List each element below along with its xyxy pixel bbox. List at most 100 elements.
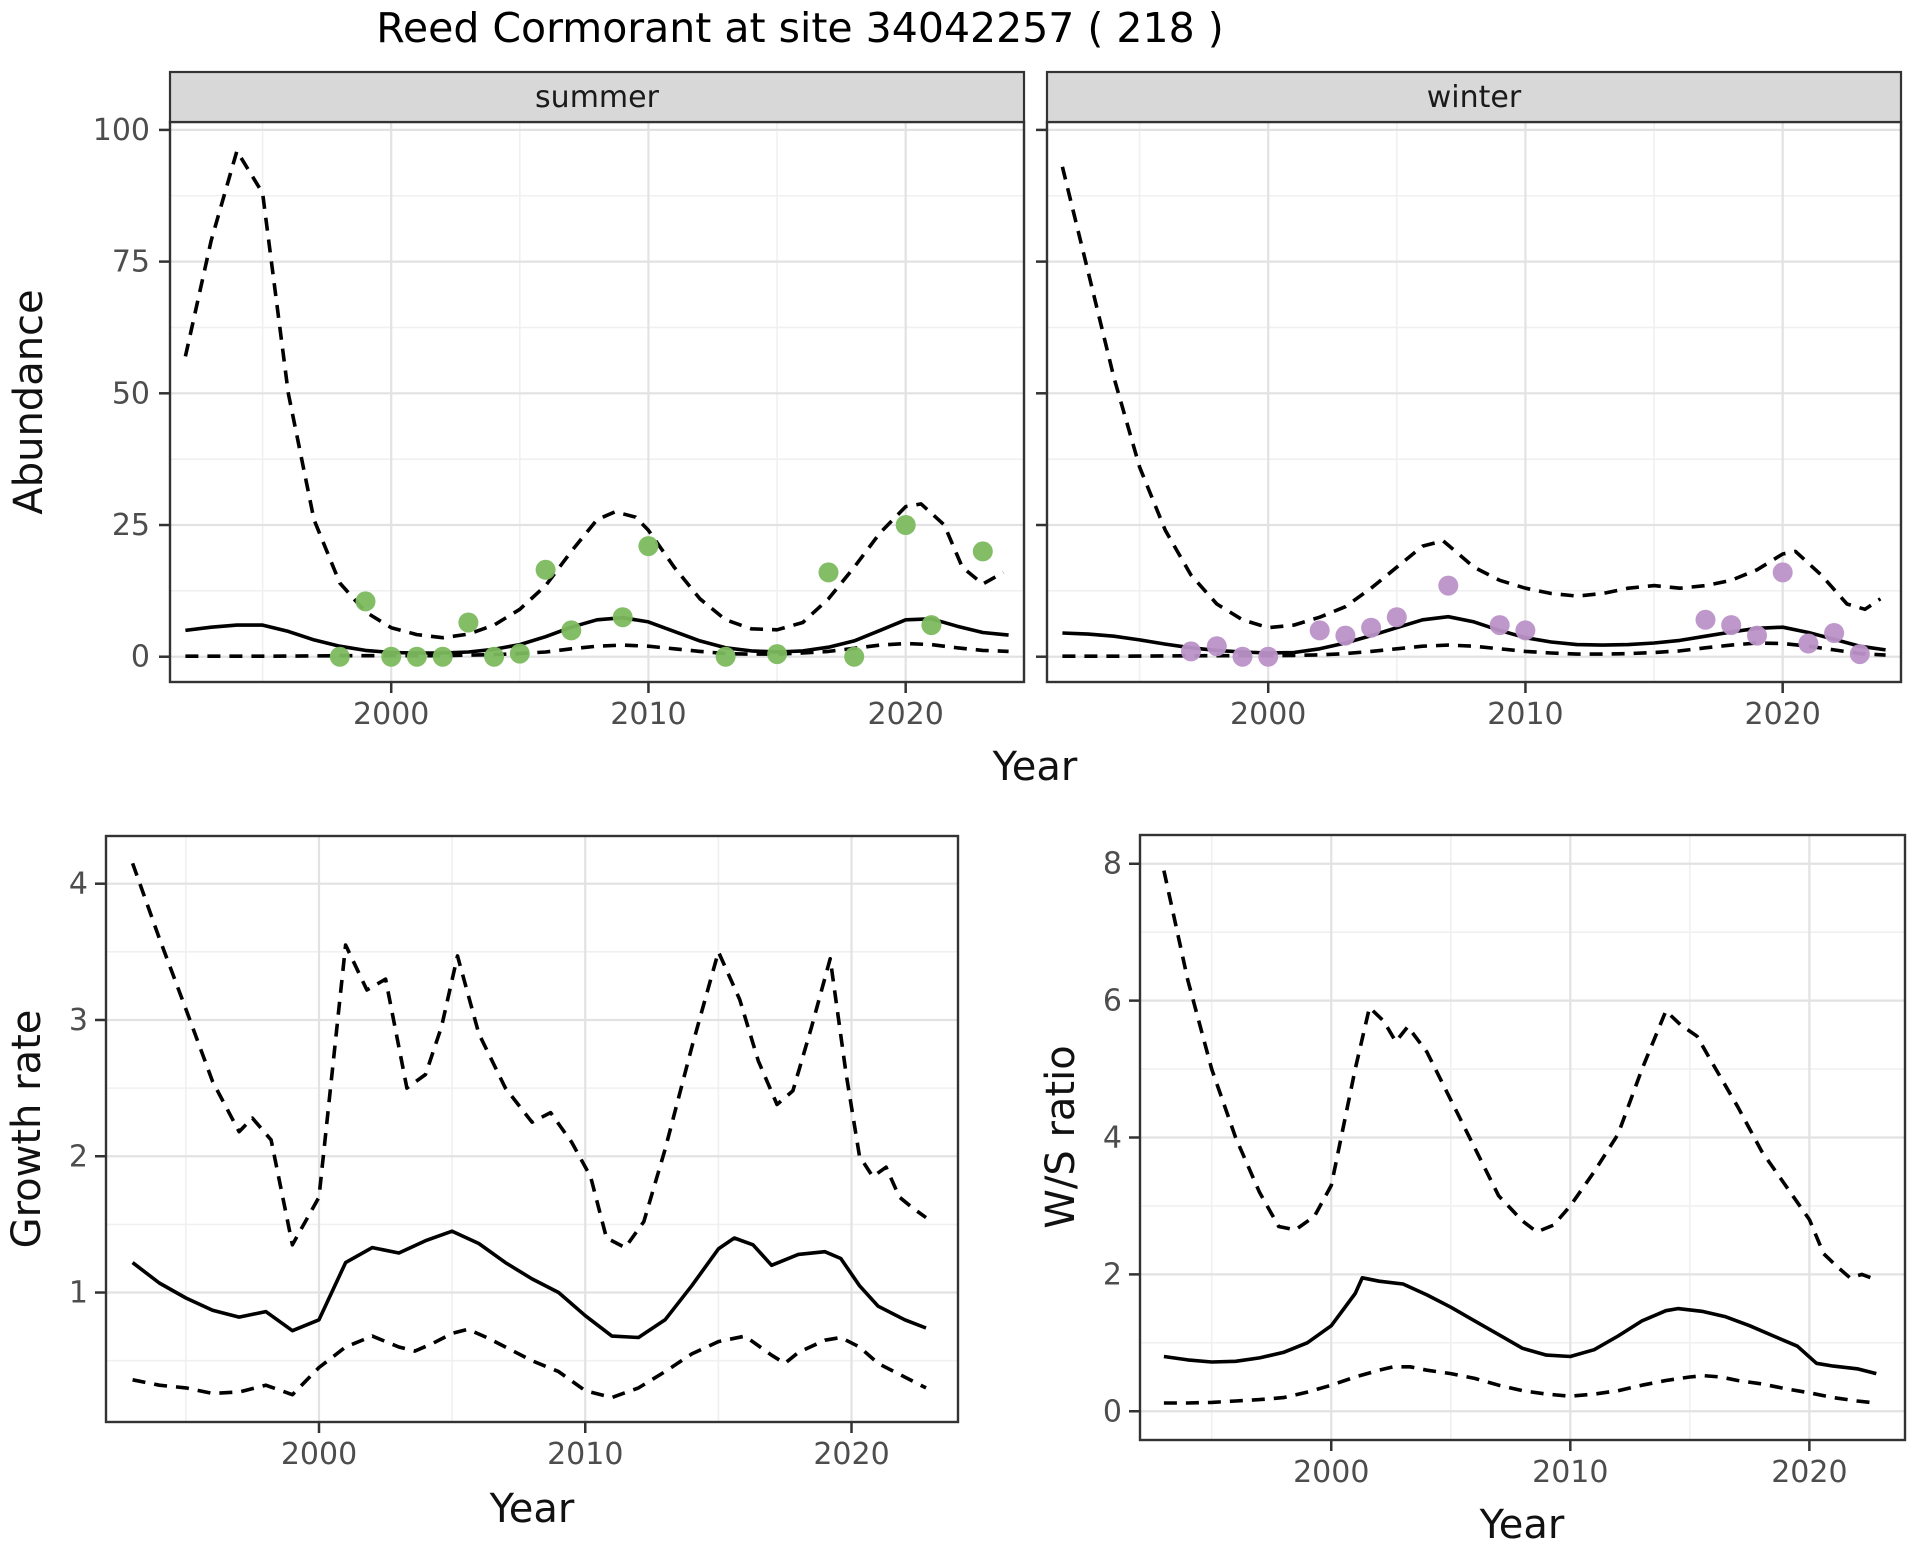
- figure-title: Reed Cormorant at site 34042257 ( 218 ): [376, 4, 1224, 52]
- panel-abundance_summer: summer 2000 2010 2020 0 25 50 75 100: [93, 70, 1026, 732]
- observation-point: [818, 562, 839, 583]
- y-tick-label: 8: [1103, 847, 1122, 882]
- x-axis-title: Year: [1479, 1502, 1565, 1548]
- facet-strip-label: summer: [535, 80, 660, 115]
- x-tick-label: 2000: [1293, 1455, 1369, 1490]
- observation-point: [1849, 644, 1870, 665]
- facet-strip: [1045, 70, 1903, 124]
- observation-point: [638, 536, 659, 557]
- observation-point: [509, 643, 530, 664]
- ws_ratio-lower_ci-line: [1163, 1365, 1877, 1405]
- observation-point: [1824, 623, 1845, 643]
- y-tick-label: 25: [112, 508, 150, 543]
- series-ws_ratio: [1162, 870, 1877, 1405]
- observation-point: [1386, 607, 1407, 628]
- abundance-x-axis-title: Year: [992, 744, 1078, 790]
- x-axis-title: Year: [489, 1486, 575, 1532]
- observation-point: [1181, 641, 1201, 662]
- panel-border: [168, 120, 1026, 684]
- series-abundance_summer: [183, 149, 1009, 659]
- abundance_summer-observation-points: [329, 515, 993, 667]
- observation-point: [1489, 615, 1510, 636]
- x-tick-label: 2000: [1230, 697, 1306, 732]
- y-tick-label: 100: [93, 113, 150, 148]
- abundance_summer-upper_ci-line: [183, 149, 1005, 640]
- observation-point: [612, 607, 633, 628]
- observation-point: [535, 559, 556, 580]
- observation-point: [921, 615, 942, 636]
- x-tick-label: 2000: [353, 697, 429, 732]
- y-axis-title: Growth rate: [4, 1010, 50, 1249]
- y-tick-label: 2: [69, 1139, 88, 1174]
- y-tick-label: 4: [1103, 1121, 1122, 1156]
- y-tick-label: 2: [1103, 1257, 1122, 1292]
- abundance_summer-mean-line: [185, 615, 1009, 655]
- observation-point: [1772, 562, 1793, 583]
- y-tick-label: 4: [69, 867, 88, 902]
- observation-point: [355, 591, 376, 612]
- observation-point: [1695, 609, 1716, 630]
- x-tick-label: 2000: [281, 1437, 357, 1472]
- observation-point: [381, 646, 402, 667]
- observation-point: [484, 646, 505, 667]
- x-tick-label: 2010: [1487, 697, 1563, 732]
- panel-abundance_winter: winter 2000 2010 2020: [1036, 70, 1903, 732]
- facet-strip-label: winter: [1427, 80, 1522, 115]
- abundance_winter-observation-points: [1181, 562, 1870, 667]
- observation-point: [1515, 620, 1536, 641]
- panel-ws_ratio: 2000 2010 2020 0 2 4 6 8 Year W/S ratio: [1038, 833, 1907, 1548]
- gridlines-abundance_winter: [1047, 122, 1901, 682]
- observation-point: [329, 646, 350, 667]
- observation-point: [432, 646, 453, 667]
- observation-point: [1438, 575, 1459, 596]
- observation-point: [715, 646, 736, 667]
- observation-point: [1206, 636, 1227, 657]
- ws_ratio-upper_ci-line: [1162, 870, 1877, 1282]
- gridlines-abundance_summer: [170, 122, 1024, 682]
- growth_rate-lower_ci-line: [132, 1327, 927, 1400]
- x-tick-label: 2010: [610, 697, 686, 732]
- y-tick-label: 0: [1103, 1394, 1122, 1429]
- x-tick-label: 2020: [867, 697, 943, 732]
- facet-strip: [168, 70, 1026, 124]
- y-tick-label: 0: [131, 640, 150, 675]
- observation-point: [1798, 633, 1819, 654]
- panel-border: [1045, 120, 1903, 684]
- series-growth_rate: [130, 862, 928, 1400]
- observation-point: [895, 515, 916, 535]
- growth_rate-mean-line: [131, 1229, 927, 1340]
- growth_rate-upper_ci-line: [130, 862, 928, 1250]
- abundance_winter-upper_ci-line: [1060, 166, 1882, 630]
- observation-point: [844, 646, 865, 667]
- observation-point: [1309, 620, 1330, 641]
- y-tick-label: 75: [112, 245, 150, 280]
- x-tick-label: 2020: [813, 1437, 889, 1472]
- observation-point: [1361, 617, 1382, 638]
- observation-point: [1721, 615, 1742, 636]
- series-abundance_winter: [1060, 166, 1886, 659]
- observation-point: [1747, 625, 1767, 646]
- panel-growth_rate: 2000 2010 2020 1 2 3 4 Year Growth rate: [4, 834, 960, 1532]
- y-tick-label: 3: [69, 1003, 88, 1038]
- observation-point: [1258, 646, 1279, 667]
- y-tick-label: 1: [69, 1276, 88, 1311]
- observation-point: [458, 612, 479, 633]
- observation-point: [561, 620, 582, 641]
- abundance-y-axis-title: Abundance: [6, 289, 52, 514]
- gridlines-growth_rate: [106, 836, 958, 1422]
- y-tick-label: 50: [112, 376, 150, 411]
- y-tick-label: 6: [1103, 984, 1122, 1019]
- observation-point: [406, 646, 427, 667]
- panel-border: [104, 834, 960, 1424]
- x-tick-label: 2010: [547, 1437, 623, 1472]
- observation-point: [1335, 625, 1356, 646]
- y-axis-title: W/S ratio: [1038, 1045, 1084, 1228]
- x-tick-label: 2020: [1771, 1455, 1847, 1490]
- observation-point: [972, 541, 993, 562]
- abundance_summer-lower_ci-line: [185, 641, 1009, 659]
- ws_ratio-mean-line: [1163, 1276, 1877, 1376]
- observation-point: [767, 644, 788, 665]
- x-tick-label: 2020: [1744, 697, 1820, 732]
